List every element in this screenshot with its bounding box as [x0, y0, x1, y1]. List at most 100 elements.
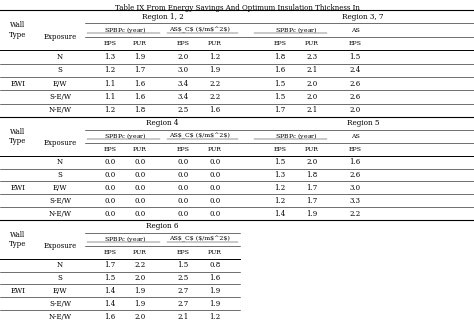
Text: 2.5: 2.5 — [177, 274, 189, 282]
Text: 0.0: 0.0 — [104, 184, 116, 192]
Text: 1.5: 1.5 — [104, 274, 116, 282]
Text: AS$_C$ ($/m$^2$): AS$_C$ ($/m$^2$) — [169, 133, 229, 139]
Text: 2.0: 2.0 — [134, 313, 146, 320]
Text: PUR: PUR — [208, 147, 222, 152]
Text: 3.3: 3.3 — [349, 197, 361, 205]
Text: 1.7: 1.7 — [134, 66, 146, 74]
Text: SPBP$_C$ (year): SPBP$_C$ (year) — [103, 131, 146, 141]
Text: S-E/W: S-E/W — [49, 300, 71, 308]
Text: 1.5: 1.5 — [274, 79, 286, 88]
Text: EWI: EWI — [10, 287, 26, 295]
Text: EPS: EPS — [176, 41, 190, 46]
Text: 0.0: 0.0 — [104, 171, 116, 179]
Text: 1.7: 1.7 — [104, 261, 116, 269]
Text: 0.0: 0.0 — [134, 158, 146, 166]
Text: 2.6: 2.6 — [349, 171, 361, 179]
Text: 1.2: 1.2 — [104, 66, 116, 74]
Text: Exposure: Exposure — [44, 242, 77, 250]
Text: EWI: EWI — [10, 79, 26, 88]
Text: E/W: E/W — [53, 287, 67, 295]
Text: EPS: EPS — [176, 147, 190, 152]
Text: SPBP$_C$ (year): SPBP$_C$ (year) — [103, 234, 146, 244]
Text: AS: AS — [351, 27, 359, 33]
Text: 1.4: 1.4 — [104, 300, 116, 308]
Text: 1.9: 1.9 — [134, 53, 146, 61]
Text: 2.0: 2.0 — [306, 93, 318, 101]
Text: 0.0: 0.0 — [210, 184, 220, 192]
Text: 1.6: 1.6 — [349, 158, 361, 166]
Text: Wall
Type: Wall Type — [9, 231, 27, 248]
Text: 1.1: 1.1 — [104, 79, 116, 88]
Text: Region 5: Region 5 — [347, 120, 379, 128]
Text: 0.0: 0.0 — [177, 184, 189, 192]
Text: 1.5: 1.5 — [177, 261, 189, 269]
Text: N-E/W: N-E/W — [48, 313, 72, 320]
Text: 1.2: 1.2 — [210, 313, 220, 320]
Text: PUR: PUR — [133, 41, 147, 46]
Text: 0.0: 0.0 — [177, 171, 189, 179]
Text: 0.8: 0.8 — [210, 261, 220, 269]
Text: 0.0: 0.0 — [104, 210, 116, 218]
Text: 2.2: 2.2 — [210, 93, 220, 101]
Text: 0.0: 0.0 — [134, 210, 146, 218]
Text: EPS: EPS — [273, 41, 286, 46]
Text: E/W: E/W — [53, 79, 67, 88]
Text: 2.7: 2.7 — [177, 300, 189, 308]
Text: S: S — [57, 66, 63, 74]
Text: SPBP$_C$ (year): SPBP$_C$ (year) — [274, 131, 318, 141]
Text: Region 3, 7: Region 3, 7 — [342, 13, 384, 21]
Text: 1.9: 1.9 — [134, 300, 146, 308]
Text: 3.4: 3.4 — [177, 79, 189, 88]
Text: 1.6: 1.6 — [210, 274, 220, 282]
Text: S-E/W: S-E/W — [49, 197, 71, 205]
Text: S-E/W: S-E/W — [49, 93, 71, 101]
Text: 0.0: 0.0 — [210, 210, 220, 218]
Text: SPBP$_C$ (year): SPBP$_C$ (year) — [274, 25, 318, 35]
Text: 1.9: 1.9 — [210, 300, 220, 308]
Text: 1.4: 1.4 — [274, 210, 286, 218]
Text: 2.4: 2.4 — [349, 66, 361, 74]
Text: 0.0: 0.0 — [177, 158, 189, 166]
Text: SPBP$_C$ (year): SPBP$_C$ (year) — [103, 25, 146, 35]
Text: EPS: EPS — [348, 147, 362, 152]
Text: Exposure: Exposure — [44, 139, 77, 147]
Text: 0.0: 0.0 — [104, 197, 116, 205]
Text: 0.0: 0.0 — [177, 197, 189, 205]
Text: Exposure: Exposure — [44, 33, 77, 41]
Text: 0.0: 0.0 — [210, 197, 220, 205]
Text: 2.0: 2.0 — [134, 274, 146, 282]
Text: 0.0: 0.0 — [134, 171, 146, 179]
Text: Wall
Type: Wall Type — [9, 21, 27, 39]
Text: PUR: PUR — [133, 250, 147, 255]
Text: S: S — [57, 171, 63, 179]
Text: 1.9: 1.9 — [210, 66, 220, 74]
Text: 0.0: 0.0 — [177, 210, 189, 218]
Text: 1.6: 1.6 — [274, 66, 286, 74]
Text: 2.3: 2.3 — [306, 53, 318, 61]
Text: 1.5: 1.5 — [274, 158, 286, 166]
Text: 0.0: 0.0 — [210, 171, 220, 179]
Text: EWI: EWI — [10, 184, 26, 192]
Text: 1.8: 1.8 — [134, 106, 146, 114]
Text: 0.0: 0.0 — [134, 197, 146, 205]
Text: 2.5: 2.5 — [177, 106, 189, 114]
Text: PUR: PUR — [305, 41, 319, 46]
Text: 1.1: 1.1 — [104, 93, 116, 101]
Text: 1.9: 1.9 — [134, 287, 146, 295]
Text: 2.2: 2.2 — [210, 79, 220, 88]
Text: 2.2: 2.2 — [349, 210, 361, 218]
Text: AS$_C$ ($/m$^2$): AS$_C$ ($/m$^2$) — [169, 27, 229, 33]
Text: 2.7: 2.7 — [177, 287, 189, 295]
Text: 1.7: 1.7 — [306, 184, 318, 192]
Text: 1.6: 1.6 — [134, 93, 146, 101]
Text: N-E/W: N-E/W — [48, 106, 72, 114]
Text: EPS: EPS — [176, 250, 190, 255]
Text: 1.2: 1.2 — [104, 106, 116, 114]
Text: 1.8: 1.8 — [274, 53, 286, 61]
Text: AS: AS — [351, 134, 359, 139]
Text: 1.5: 1.5 — [349, 53, 361, 61]
Text: E/W: E/W — [53, 184, 67, 192]
Text: EPS: EPS — [103, 250, 117, 255]
Text: 1.8: 1.8 — [306, 171, 318, 179]
Text: 1.7: 1.7 — [306, 197, 318, 205]
